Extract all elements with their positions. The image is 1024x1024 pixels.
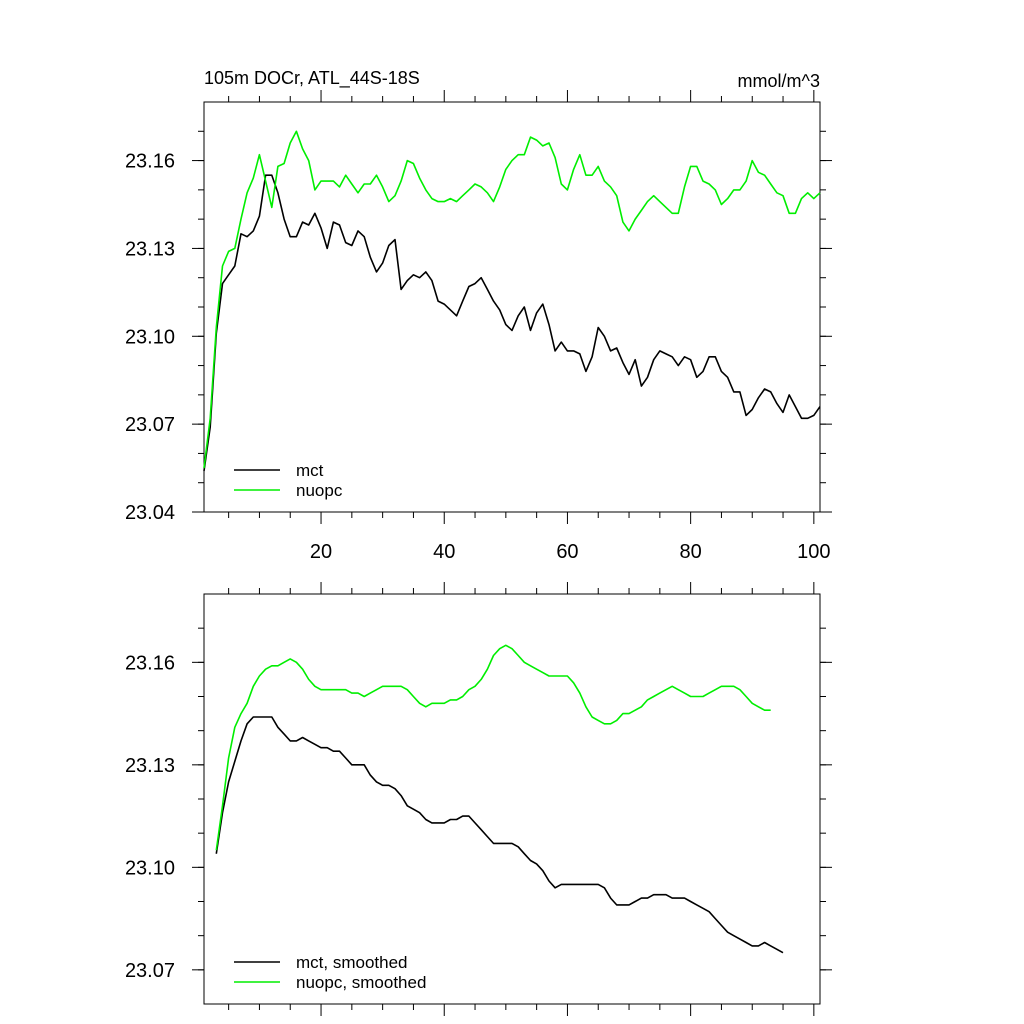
y-tick-label: 23.13: [125, 755, 175, 777]
x-tick-label: 80: [680, 541, 702, 563]
y-tick-label: 23.16: [125, 151, 175, 173]
x-tick-label: 100: [797, 541, 830, 563]
series-group: [203, 130, 821, 472]
minor-ticks: [198, 96, 826, 518]
major-ticks: [192, 90, 832, 524]
x-tick-labels: 20 40 60 80 100: [310, 541, 831, 563]
legend: mct, smoothed nuopc, smoothed: [234, 953, 426, 992]
series-line-nuopc-smoothed: [215, 644, 771, 851]
series-line-mct: [203, 174, 821, 472]
y-tick-labels: 23.07 23.10 23.13 23.16: [125, 652, 175, 982]
legend: mct nuopc: [234, 461, 343, 500]
y-tick-label: 23.04: [125, 502, 175, 524]
legend-label-nuopc: nuopc: [296, 481, 343, 500]
y-tick-label: 23.10: [125, 326, 175, 348]
y-tick-label: 23.07: [125, 414, 175, 436]
plot-frame: [203, 593, 821, 1005]
y-tick-label: 23.07: [125, 960, 175, 982]
panel-top: 105m DOCr, ATL_44S-18S mmol/m^3 23.0423.…: [125, 68, 832, 563]
x-tick-label: 20: [310, 541, 332, 563]
y-tick-label: 23.10: [125, 857, 175, 879]
y-tick-label: 23.13: [125, 238, 175, 260]
chart-title: 105m DOCr, ATL_44S-18S: [204, 68, 420, 89]
panel-bottom: 23.07 23.10 23.13 23.16 mct, smoothed nuopc…: [125, 582, 832, 1016]
x-tick-label: 60: [556, 541, 578, 563]
plot-frame: [203, 101, 821, 513]
legend-label-nuopc-smoothed: nuopc, smoothed: [296, 973, 426, 992]
y-tick-label: 23.16: [125, 652, 175, 674]
series-line-nuopc: [203, 130, 821, 469]
units-label: mmol/m^3: [738, 71, 820, 91]
legend-label-mct: mct: [296, 461, 324, 480]
minor-ticks: [198, 588, 826, 1010]
x-tick-label: 40: [433, 541, 455, 563]
series-line-mct-smoothed: [215, 716, 784, 954]
series-group: [215, 644, 784, 954]
y-tick-labels: 23.04 23.07 23.10 23.13 23.16: [125, 151, 175, 524]
legend-label-mct-smoothed: mct, smoothed: [296, 953, 408, 972]
major-ticks: [192, 582, 832, 1016]
